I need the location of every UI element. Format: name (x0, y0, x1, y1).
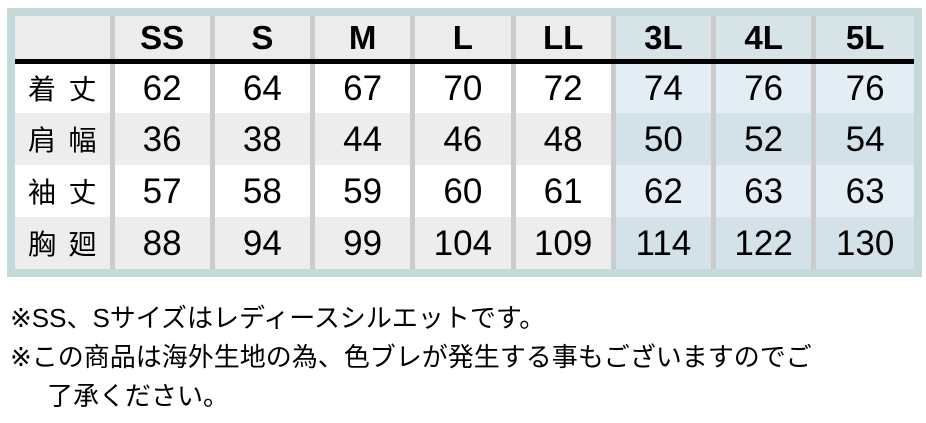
size-table: SS S M L LL 3L 4L 5L 着 丈 62 64 6 (15, 16, 914, 269)
size-value-cell: 46 (412, 113, 516, 165)
table-row-shoulder-width: 肩 幅 36 38 44 46 48 50 52 54 (15, 113, 914, 165)
size-col-header-ss: SS (112, 16, 215, 64)
size-col-header-ll: LL (513, 16, 616, 64)
corner-cell (15, 16, 115, 64)
size-value-cell: 104 (412, 217, 516, 269)
size-value-cell: 48 (513, 113, 616, 165)
size-value-cell: 76 (813, 61, 914, 113)
size-value-cell: 52 (713, 113, 817, 165)
size-value-cell: 62 (112, 61, 215, 113)
size-value-cell: 76 (713, 61, 817, 113)
size-value-cell: 70 (412, 61, 516, 113)
row-label-chest: 胸 廻 (15, 217, 115, 269)
size-value-cell: 36 (112, 113, 215, 165)
note-overseas-fabric: ※この商品は海外生地の為、色ブレが発生する事もございますのでご 了承ください。 (10, 342, 812, 411)
size-value-cell: 114 (613, 217, 717, 269)
note-ladies-silhouette: ※SS、Sサイズはレディースシルエットです。 (10, 303, 546, 333)
table-row-chest: 胸 廻 88 94 99 104 109 114 122 130 (15, 217, 914, 269)
size-value-cell: 63 (813, 165, 914, 217)
size-value-cell: 54 (813, 113, 914, 165)
size-value-cell: 99 (312, 217, 416, 269)
size-value-cell: 60 (412, 165, 516, 217)
size-value-cell: 58 (212, 165, 316, 217)
size-value-cell: 61 (513, 165, 616, 217)
size-col-header-l: L (412, 16, 516, 64)
size-value-cell: 57 (112, 165, 215, 217)
size-value-cell: 64 (212, 61, 316, 113)
size-table-frame: SS S M L LL 3L 4L 5L 着 丈 62 64 6 (7, 8, 922, 277)
size-value-cell: 94 (212, 217, 316, 269)
footnotes: ※SS、Sサイズはレディースシルエットです。 ※この商品は海外生地の為、色ブレが… (10, 299, 926, 416)
row-label-sleeve-length: 袖 丈 (15, 165, 115, 217)
size-value-cell: 63 (713, 165, 817, 217)
size-value-cell: 62 (613, 165, 717, 217)
size-value-cell: 109 (513, 217, 616, 269)
table-row-body-length: 着 丈 62 64 67 70 72 74 76 76 (15, 61, 914, 113)
size-value-cell: 122 (713, 217, 817, 269)
size-value-cell: 74 (613, 61, 717, 113)
size-col-header-5l: 5L (813, 16, 914, 64)
size-col-header-m: M (312, 16, 416, 64)
row-label-body-length: 着 丈 (15, 61, 115, 113)
size-value-cell: 72 (513, 61, 616, 113)
size-value-cell: 130 (813, 217, 914, 269)
size-value-cell: 59 (312, 165, 416, 217)
size-col-header-3l: 3L (613, 16, 717, 64)
header-row: SS S M L LL 3L 4L 5L (15, 16, 914, 64)
size-col-header-s: S (212, 16, 316, 64)
size-value-cell: 50 (613, 113, 717, 165)
size-value-cell: 44 (312, 113, 416, 165)
size-value-cell: 67 (312, 61, 416, 113)
size-col-header-4l: 4L (713, 16, 817, 64)
size-value-cell: 38 (212, 113, 316, 165)
table-row-sleeve-length: 袖 丈 57 58 59 60 61 62 63 63 (15, 165, 914, 217)
row-label-shoulder-width: 肩 幅 (15, 113, 115, 165)
size-value-cell: 88 (112, 217, 215, 269)
